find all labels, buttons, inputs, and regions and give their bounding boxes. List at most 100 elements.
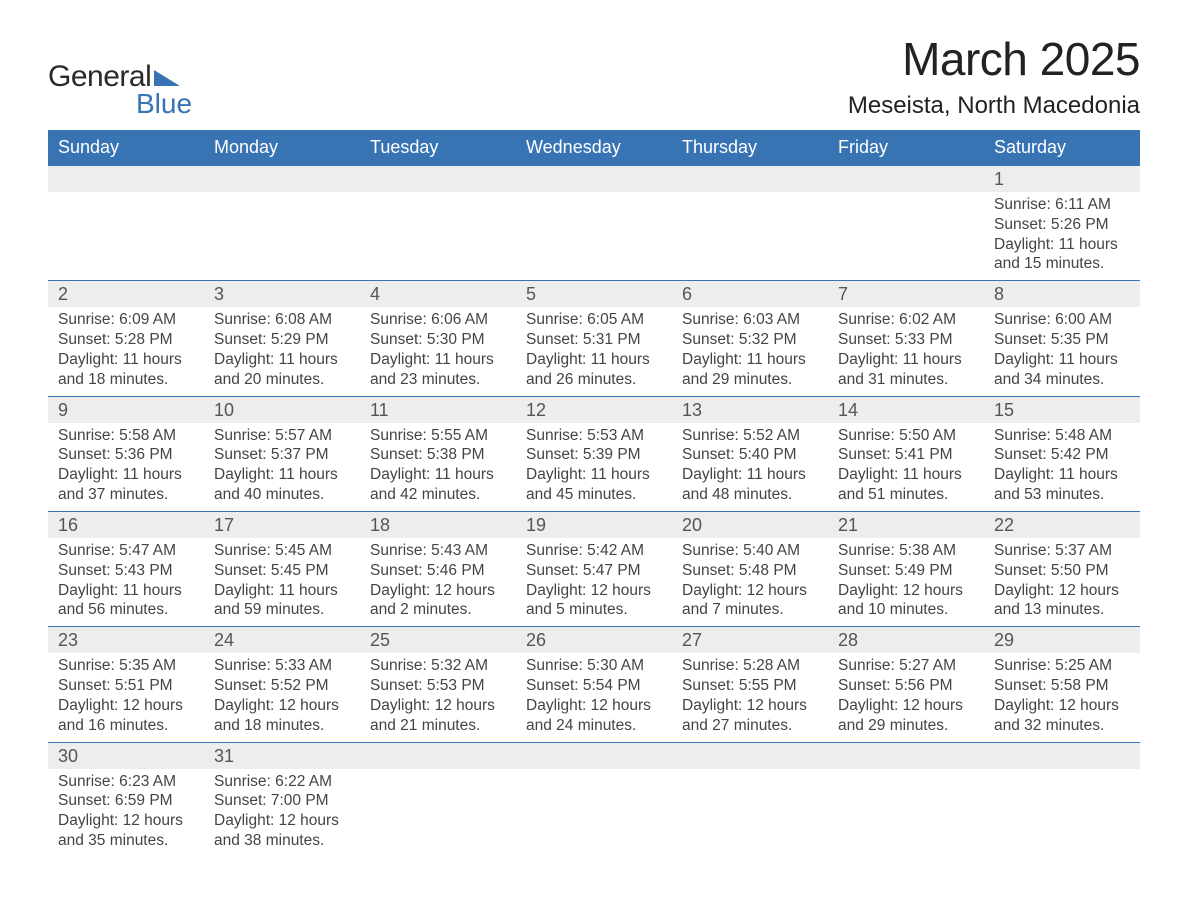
day-number-cell (360, 742, 516, 769)
day-number-cell: 7 (828, 281, 984, 308)
day-number (516, 166, 672, 171)
day-body-cell: Sunrise: 6:02 AMSunset: 5:33 PMDaylight:… (828, 307, 984, 396)
day-detail-line: Sunrise: 5:42 AM (526, 542, 644, 559)
day-number: 25 (360, 627, 516, 653)
day-detail-line: Daylight: 12 hours (370, 582, 495, 599)
day-detail-line: Sunset: 5:32 PM (682, 331, 797, 348)
day-body-cell: Sunrise: 5:42 AM Sunset: 5:47 PM Daylight:… (516, 538, 672, 627)
day-number: 31 (204, 743, 360, 769)
day-number (828, 743, 984, 748)
day-number-cell (984, 742, 1140, 769)
day-detail-line: Sunset: 5:36 PM (58, 446, 173, 463)
day-body-row: Sunrise: 6:11 AMSunset: 5:26 PMDaylight:… (48, 192, 1140, 281)
day-number: 27 (672, 627, 828, 653)
day-body-cell: Sunrise: 5:50 AMSunset: 5:41 PMDaylight:… (828, 423, 984, 512)
day-number-cell: 24 (204, 627, 360, 654)
day-number (48, 166, 204, 171)
day-detail-line: Sunset: 5:48 PM (682, 562, 797, 579)
day-detail-line: Sunrise: 5:55 AM (370, 427, 488, 444)
day-number-cell: 31 (204, 742, 360, 769)
day-body-cell: Sunrise: 6:11 AMSunset: 5:26 PMDaylight:… (984, 192, 1140, 281)
day-body-cell: Sunrise: 5:35 AMSunset: 5:51 PMDaylight:… (48, 653, 204, 742)
day-number-cell (828, 166, 984, 193)
day-number: 3 (204, 281, 360, 307)
day-detail-line: Sunrise: 5:52 AM (682, 427, 800, 444)
day-number: 22 (984, 512, 1140, 538)
day-detail-line: Sunrise: 6:05 AM (526, 311, 644, 328)
day-detail-line: Daylight: 12 hours (994, 697, 1119, 714)
day-detail-line: Sunset: 5:35 PM (994, 331, 1109, 348)
day-number (984, 743, 1140, 748)
day-body-cell (828, 769, 984, 857)
day-number: 10 (204, 397, 360, 423)
day-detail-line: Sunrise: 5:57 AM (214, 427, 332, 444)
day-number-cell: 18 (360, 511, 516, 538)
day-number-cell: 14 (828, 396, 984, 423)
day-detail-line: Sunset: 5:58 PM (994, 677, 1109, 694)
day-number-cell: 1 (984, 166, 1140, 193)
day-detail-line: Sunrise: 6:06 AM (370, 311, 488, 328)
day-detail-line: Daylight: 11 hours (526, 351, 650, 368)
day-detail-line: Sunrise: 6:08 AM (214, 311, 332, 328)
day-number-cell (828, 742, 984, 769)
day-detail-line: Sunset: 5:51 PM (58, 677, 173, 694)
day-number: 11 (360, 397, 516, 423)
day-detail-line: Sunrise: 5:58 AM (58, 427, 176, 444)
day-detail-line: Daylight: 12 hours (682, 697, 807, 714)
day-detail-line: Sunset: 5:29 PM (214, 331, 329, 348)
day-number: 9 (48, 397, 204, 423)
day-body-cell: Sunrise: 5:57 AMSunset: 5:37 PMDaylight:… (204, 423, 360, 512)
day-number: 30 (48, 743, 204, 769)
day-detail-line: Sunrise: 5:37 AM (994, 542, 1112, 559)
day-number: 21 (828, 512, 984, 538)
day-detail-line: Sunset: 5:37 PM (214, 446, 329, 463)
weekday-tuesday: Tuesday (360, 130, 516, 166)
day-detail-line: Daylight: 11 hours (994, 236, 1118, 253)
day-detail-line: Daylight: 12 hours (994, 582, 1119, 599)
day-body-cell: Sunrise: 5:47 AMSunset: 5:43 PMDaylight:… (48, 538, 204, 627)
day-number-cell: 6 (672, 281, 828, 308)
day-detail-line: Sunrise: 6:23 AM (58, 773, 176, 790)
day-detail-line: Sunset: 5:56 PM (838, 677, 953, 694)
day-detail-line: Sunrise: 6:03 AM (682, 311, 800, 328)
day-body-cell (360, 192, 516, 281)
day-number: 6 (672, 281, 828, 307)
day-detail-line: Daylight: 12 hours (58, 697, 183, 714)
day-detail-line: Sunset: 5:38 PM (370, 446, 485, 463)
day-body-cell: Sunrise: 6:23 AMSunset: 6:59 PMDaylight:… (48, 769, 204, 857)
day-body-cell (516, 769, 672, 857)
day-detail-line: Sunset: 5:30 PM (370, 331, 485, 348)
day-number: 2 (48, 281, 204, 307)
day-number-cell: 5 (516, 281, 672, 308)
day-detail-line: Daylight: 12 hours (58, 812, 183, 829)
day-detail-line: Daylight: 12 hours (526, 582, 651, 599)
day-detail-line: Sunrise: 5:27 AM (838, 657, 956, 674)
day-body-cell: Sunrise: 5:53 AMSunset: 5:39 PMDaylight:… (516, 423, 672, 512)
day-detail-line: and 32 minutes. (994, 717, 1104, 734)
day-number-cell: 20 (672, 511, 828, 538)
day-number (360, 166, 516, 171)
weekday-saturday: Saturday (984, 130, 1140, 166)
weekday-wednesday: Wednesday (516, 130, 672, 166)
day-detail-line: and 27 minutes. (682, 717, 792, 734)
day-detail-line: Sunset: 5:45 PM (214, 562, 329, 579)
day-body-cell (360, 769, 516, 857)
day-number: 1 (984, 166, 1140, 192)
day-detail-line: Daylight: 11 hours (214, 351, 338, 368)
day-detail-line: Sunrise: 6:00 AM (994, 311, 1112, 328)
day-number: 17 (204, 512, 360, 538)
day-number-cell: 4 (360, 281, 516, 308)
day-number: 7 (828, 281, 984, 307)
day-number: 13 (672, 397, 828, 423)
day-number-cell: 23 (48, 627, 204, 654)
day-detail-line: and 35 minutes. (58, 832, 168, 849)
day-detail-line: Sunset: 5:47 PM (526, 562, 641, 579)
day-detail-line: and 16 minutes. (58, 717, 168, 734)
day-body-cell: Sunrise: 5:45 AMSunset: 5:45 PMDaylight:… (204, 538, 360, 627)
day-body-cell: Sunrise: 6:08 AM Sunset: 5:29 PM Daylight:… (204, 307, 360, 396)
day-body-cell: Sunrise: 6:09 AMSunset: 5:28 PMDaylight:… (48, 307, 204, 396)
weekday-monday: Monday (204, 130, 360, 166)
day-detail-line: Daylight: 12 hours (214, 812, 339, 829)
day-detail-line: Sunrise: 5:28 AM (682, 657, 800, 674)
day-detail-line: and 23 minutes. (370, 371, 480, 388)
